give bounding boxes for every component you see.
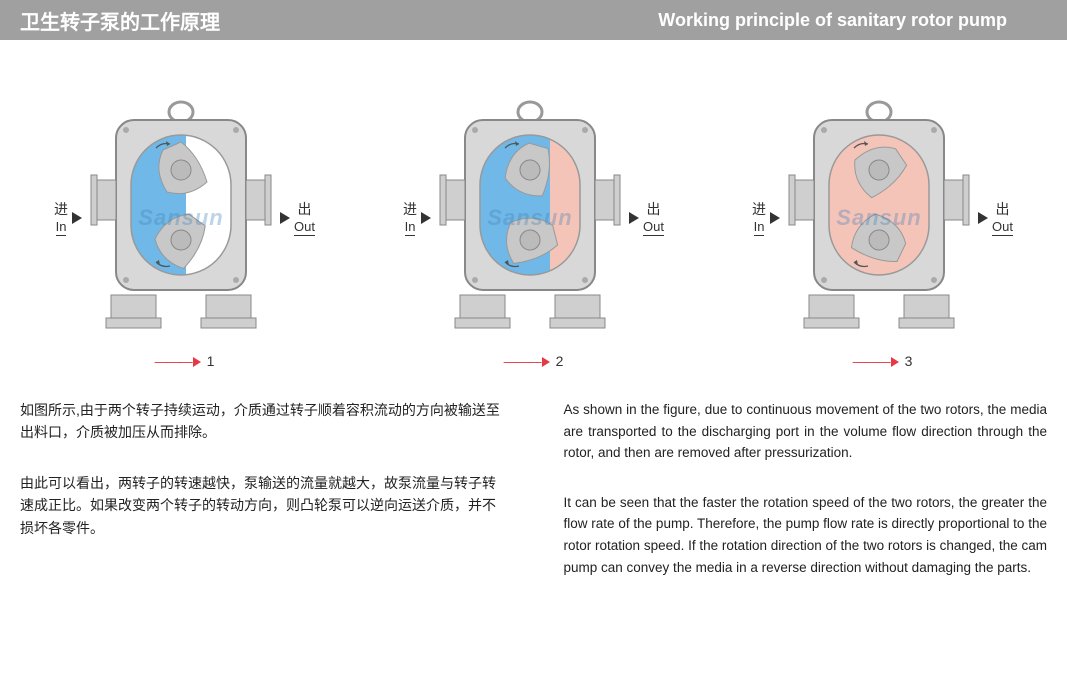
description-cn: 如图所示,由于两个转子持续运动，介质通过转子顺着容积流动的方向被输送至出料口，介…	[20, 399, 504, 606]
header-title-en: Working principle of sanitary rotor pump	[658, 10, 1047, 31]
cn-para-1: 如图所示,由于两个转子持续运动，介质通过转子顺着容积流动的方向被输送至出料口，介…	[20, 399, 504, 444]
en-para-2: It can be seen that the faster the rotat…	[564, 492, 1048, 578]
pump-1: 进 In	[54, 100, 315, 335]
step-2: ———2	[384, 345, 684, 369]
pump-body-1: Sansun	[86, 100, 276, 335]
en-para-1: As shown in the figure, due to continuou…	[564, 399, 1048, 464]
out-label: 出 Out	[643, 199, 664, 236]
header-title-cn: 卫生转子泵的工作原理	[20, 6, 220, 35]
description-en: As shown in the figure, due to continuou…	[564, 399, 1048, 606]
out-label: 出 Out	[294, 199, 315, 236]
arrow-in-icon	[770, 212, 780, 224]
arrow-out-icon	[978, 212, 988, 224]
pump-svg-1	[86, 100, 276, 330]
in-label: 进 In	[403, 199, 417, 236]
pump-svg-3	[784, 100, 974, 330]
arrow-in-icon	[72, 212, 82, 224]
arrow-in-icon	[421, 212, 431, 224]
red-arrow-icon: ———	[155, 353, 201, 369]
arrow-out-icon	[629, 212, 639, 224]
header-bar: 卫生转子泵的工作原理 Working principle of sanitary…	[0, 0, 1067, 40]
step-indicators-row: ———1 ———2 ———3	[0, 345, 1067, 369]
in-label: 进 In	[54, 199, 68, 236]
pump-3: 进 In Sansun	[752, 100, 1013, 335]
red-arrow-icon: ———	[853, 353, 899, 369]
in-label: 进 In	[752, 199, 766, 236]
pump-2: 进 In	[403, 100, 664, 335]
red-arrow-icon: ———	[504, 353, 550, 369]
out-label: 出 Out	[992, 199, 1013, 236]
pump-body-3: Sansun	[784, 100, 974, 335]
step-1: ———1	[35, 345, 335, 369]
pump-body-2: Sansun	[435, 100, 625, 335]
step-3: ———3	[733, 345, 1033, 369]
arrow-out-icon	[280, 212, 290, 224]
cn-para-2: 由此可以看出，两转子的转速越快，泵输送的流量就越大，故泵流量与转子转速成正比。如…	[20, 472, 504, 539]
description-section: 如图所示,由于两个转子持续运动，介质通过转子顺着容积流动的方向被输送至出料口，介…	[0, 369, 1067, 606]
pump-svg-2	[435, 100, 625, 330]
pumps-row: 进 In	[0, 40, 1067, 345]
